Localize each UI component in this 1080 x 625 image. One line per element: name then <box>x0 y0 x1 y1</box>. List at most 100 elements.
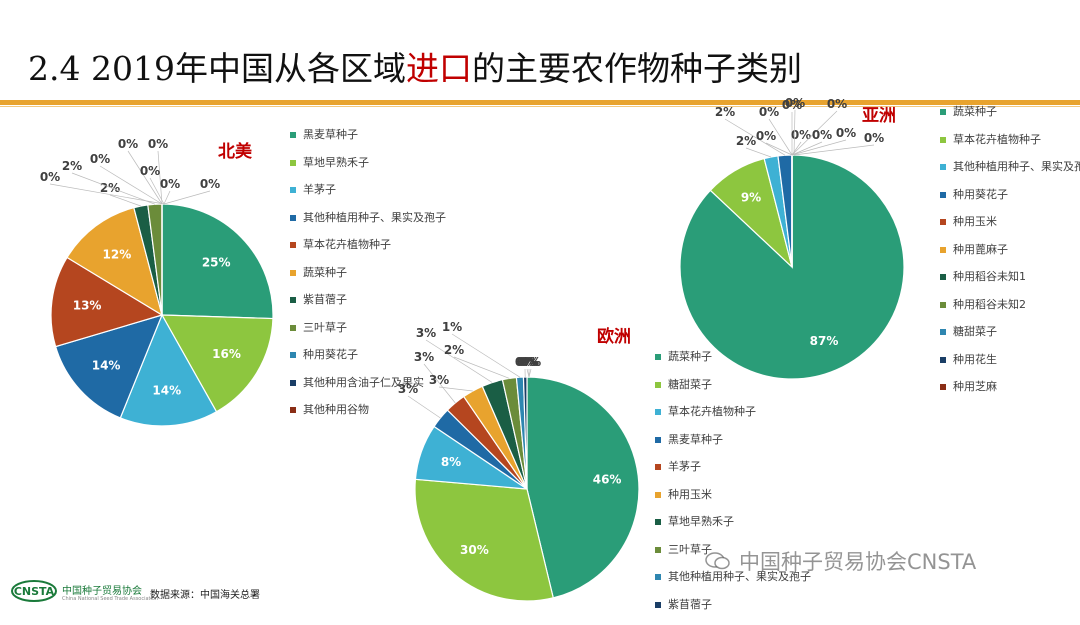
legend-swatch <box>655 519 661 525</box>
leader-line-1-7 <box>454 357 509 378</box>
legend-entry: 黑麦草种子 <box>290 128 458 156</box>
legend-label: 草本花卉植物种子 <box>953 133 1080 146</box>
data-label-extra-0-3: 0% <box>40 170 60 184</box>
legend-asia: 蔬菜种子草本花卉植物种子其他种植用种子、果实及孢子种用葵花子种用玉米种用蓖麻子种… <box>940 105 1080 408</box>
legend-label: 其他种植用种子、果实及孢子 <box>303 211 458 224</box>
legend-swatch <box>940 357 946 363</box>
pie-charts: 25%16%14%14%13%12%2%2%0%0%0%0%0%0%0%46%3… <box>0 0 1080 608</box>
legend-entry: 糖甜菜子 <box>655 378 823 406</box>
legend-label: 种用稻谷未知1 <box>953 270 1080 283</box>
legend-label: 羊茅子 <box>303 183 458 196</box>
legend-swatch <box>655 354 661 360</box>
legend-swatch <box>940 302 946 308</box>
legend-entry: 羊茅子 <box>655 460 823 488</box>
legend-label: 其他种用含油子仁及果实 <box>303 376 458 389</box>
data-label-1-2: 8% <box>441 455 461 469</box>
data-label-2-4: 0% <box>756 129 776 143</box>
legend-swatch <box>290 325 296 331</box>
legend-label: 其他种用谷物 <box>303 403 458 416</box>
legend-label: 种用蓖麻子 <box>953 243 1080 256</box>
legend-label: 种用葵花子 <box>953 188 1080 201</box>
legend-label: 草地早熟禾子 <box>303 156 458 169</box>
data-label-extra-2-0: 0% <box>864 131 884 145</box>
data-label-2-0: 87% <box>810 334 839 348</box>
data-label-0-10: 0% <box>148 137 168 151</box>
legend-entry: 草本花卉植物种子 <box>940 133 1080 161</box>
data-label-2-9: 0% <box>812 128 832 142</box>
legend-entry: 其他种用谷物 <box>290 403 458 431</box>
data-label-0-3: 14% <box>92 359 121 373</box>
legend-swatch <box>940 384 946 390</box>
legend-label: 草本花卉植物种子 <box>303 238 458 251</box>
data-label-0-4: 13% <box>73 298 102 312</box>
legend-entry: 其他种用含油子仁及果实 <box>290 376 458 404</box>
leader-line-2-2 <box>746 148 771 157</box>
legend-label: 种用花生 <box>953 353 1080 366</box>
data-label-0-0: 25% <box>202 256 231 270</box>
data-label-0-2: 14% <box>152 383 181 397</box>
legend-swatch <box>655 409 661 415</box>
legend-swatch <box>290 132 296 138</box>
legend-entry: 种用花生 <box>940 353 1080 381</box>
legend-entry: 种用玉米 <box>655 488 823 516</box>
legend-label: 蔬菜种子 <box>953 105 1080 118</box>
legend-label: 其他种植用种子、果实及孢子 <box>953 160 1080 173</box>
legend-entry: 种用蓖麻子 <box>940 243 1080 271</box>
svg-text:CNSTA: CNSTA <box>14 585 55 598</box>
legend-swatch <box>290 242 296 248</box>
legend-label: 紫苜蓿子 <box>303 293 458 306</box>
legend-swatch <box>940 164 946 170</box>
data-label-2-10: 0% <box>836 126 856 140</box>
legend-swatch <box>290 297 296 303</box>
legend-swatch <box>655 547 661 553</box>
data-label-2-5: 0% <box>759 105 779 119</box>
legend-swatch <box>290 270 296 276</box>
legend-entry: 草本花卉植物种子 <box>290 238 458 266</box>
data-label-0-1: 16% <box>212 347 241 361</box>
legend-label: 羊茅子 <box>668 460 823 473</box>
legend-label: 糖甜菜子 <box>668 378 823 391</box>
legend-europe: 蔬菜种子糖甜菜子草本花卉植物种子黑麦草种子羊茅子种用玉米草地早熟禾子三叶草子其他… <box>655 350 823 625</box>
data-source: 数据来源：中国海关总署 <box>150 586 260 601</box>
data-label-extra-2-1: 0% <box>785 96 805 110</box>
legend-label: 种用玉米 <box>953 215 1080 228</box>
legend-entry: 种用葵花子 <box>940 188 1080 216</box>
legend-swatch <box>940 109 946 115</box>
data-label-0-6: 2% <box>100 181 120 195</box>
legend-label: 种用葵花子 <box>303 348 458 361</box>
legend-label: 三叶草子 <box>303 321 458 334</box>
legend-label: 种用芝麻 <box>953 380 1080 393</box>
legend-swatch <box>290 352 296 358</box>
data-label-0-9: 0% <box>118 137 138 151</box>
leader-line-extra-0-1 <box>164 191 170 204</box>
org-name: 中国种子贸易协会 <box>62 582 142 597</box>
region-title-asia: 亚洲 <box>862 101 896 126</box>
legend-label: 糖甜菜子 <box>953 325 1080 338</box>
legend-entry: 草地早熟禾子 <box>655 515 823 543</box>
data-label-1-0: 46% <box>593 473 622 487</box>
legend-swatch <box>655 574 661 580</box>
legend-label: 种用玉米 <box>668 488 823 501</box>
legend-label: 黑麦草种子 <box>668 433 823 446</box>
leader-line-0-6 <box>110 195 141 206</box>
legend-entry: 紫苜蓿子 <box>290 293 458 321</box>
data-label-0-7: 2% <box>62 159 82 173</box>
legend-entry: 蔬菜种子 <box>940 105 1080 133</box>
legend-swatch <box>940 329 946 335</box>
leader-line-extra-2-1 <box>794 110 795 155</box>
legend-swatch <box>655 492 661 498</box>
legend-entry: 蔬菜种子 <box>290 266 458 294</box>
legend-swatch <box>655 382 661 388</box>
legend-label: 种用稻谷未知2 <box>953 298 1080 311</box>
legend-swatch <box>940 219 946 225</box>
legend-label: 黑麦草种子 <box>303 128 458 141</box>
data-label-1-1: 30% <box>460 543 489 557</box>
legend-entry: 种用葵花子 <box>290 348 458 376</box>
legend-swatch <box>290 407 296 413</box>
legend-label: 草地早熟禾子 <box>668 515 823 528</box>
data-label-2-7: 0% <box>791 128 811 142</box>
legend-swatch <box>940 274 946 280</box>
data-label-2-1: 9% <box>741 191 761 205</box>
leader-line-extra-0-2 <box>164 191 210 204</box>
legend-entry: 羊茅子 <box>290 183 458 211</box>
